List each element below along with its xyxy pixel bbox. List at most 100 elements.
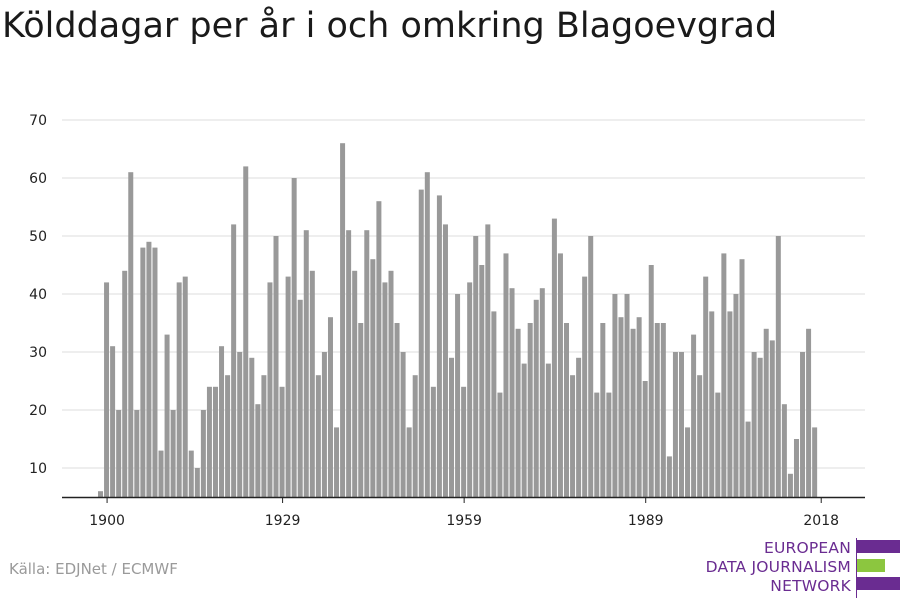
y-axis-ticks: 10 20 30 40 50 60 70 [29, 113, 47, 477]
bar-2007 [751, 352, 757, 497]
bar-1900 [104, 282, 110, 497]
bar-1985 [618, 317, 624, 497]
logo-line-1: EUROPEAN [763, 539, 851, 557]
bar-1982 [600, 323, 606, 497]
bar-1954 [430, 386, 436, 497]
bar-1975 [557, 253, 563, 497]
bar-1940 [346, 230, 352, 497]
bar-1969 [521, 363, 527, 497]
bar-1995 [678, 352, 684, 497]
bar-1930 [285, 276, 291, 497]
bar-1958 [455, 294, 461, 497]
bar-2010 [769, 340, 775, 497]
logo-bar-middle [857, 559, 885, 572]
bar-1990 [648, 265, 654, 497]
bar-1974 [551, 218, 557, 497]
bar-1973 [545, 363, 551, 497]
bar-1991 [654, 323, 660, 497]
bar-2005 [739, 259, 745, 497]
bar-2009 [763, 328, 769, 497]
bar-1912 [176, 282, 182, 497]
bar-1970 [527, 323, 533, 497]
bar-1957 [449, 357, 455, 497]
bar-1996 [685, 427, 691, 497]
bar-2015 [800, 352, 806, 497]
bar-1999 [703, 276, 709, 497]
logo-line-3: NETWORK [770, 577, 851, 595]
logo-bar-bottom [857, 577, 900, 590]
bar-1909 [158, 450, 164, 497]
bar-1968 [515, 328, 521, 497]
logo-divider [856, 538, 857, 598]
bar-1934 [309, 270, 315, 497]
y-tick-label: 70 [29, 113, 47, 129]
bar-1941 [352, 270, 358, 497]
bar-1993 [666, 456, 672, 497]
bar-2013 [787, 473, 793, 497]
bar-2000 [709, 311, 715, 497]
bar-1943 [364, 230, 370, 497]
bar-1998 [697, 375, 703, 497]
bar-1949 [400, 352, 406, 497]
bar-1915 [194, 468, 200, 497]
bar-1953 [424, 172, 430, 497]
bar-1987 [630, 328, 636, 497]
bar-1963 [485, 224, 491, 497]
bar-2001 [715, 392, 721, 497]
bar-1918 [212, 386, 218, 497]
bar-1928 [273, 236, 279, 497]
y-tick-label: 20 [29, 403, 47, 419]
bar-1946 [382, 282, 388, 497]
bar-1906 [140, 247, 146, 497]
x-tick-label: 1959 [446, 513, 482, 529]
bar-1956 [442, 224, 448, 497]
bar-1962 [479, 265, 485, 497]
bar-1936 [321, 352, 327, 497]
bar-1980 [588, 236, 594, 497]
bar-1972 [539, 288, 545, 497]
bar-1994 [672, 352, 678, 497]
y-tick-label: 60 [29, 171, 47, 187]
y-tick-label: 10 [29, 461, 47, 477]
bar-2016 [806, 328, 812, 497]
bar-1979 [582, 276, 588, 497]
bar-1913 [182, 276, 188, 497]
bar-1944 [370, 259, 376, 497]
bar-1945 [376, 201, 382, 497]
bar-2004 [733, 294, 739, 497]
y-tick-label: 50 [29, 229, 47, 245]
bar-1922 [237, 352, 243, 497]
bar-1965 [497, 392, 503, 497]
bar-1923 [243, 166, 249, 497]
bar-1903 [122, 270, 128, 497]
bar-1908 [152, 247, 158, 497]
bar-1924 [249, 357, 255, 497]
bar-1933 [303, 230, 309, 497]
bar-1959 [461, 386, 467, 497]
bar-1926 [261, 375, 267, 497]
bar-1910 [164, 334, 170, 497]
bar-1929 [279, 386, 285, 497]
bar-2014 [793, 439, 799, 497]
bar-1927 [267, 282, 273, 497]
x-tick-label: 2018 [803, 513, 839, 529]
bar-1950 [406, 427, 412, 497]
x-tick-label: 1989 [628, 513, 664, 529]
bar-1967 [509, 288, 515, 497]
bar-1981 [594, 392, 600, 497]
bar-1977 [570, 375, 576, 497]
bar-1904 [128, 172, 134, 497]
bar-1955 [436, 195, 442, 497]
bar-1937 [327, 317, 333, 497]
bar-1986 [624, 294, 630, 497]
bar-1964 [491, 311, 497, 497]
logo-bar-top [857, 540, 900, 553]
bar-1952 [418, 189, 424, 497]
bar-1939 [340, 143, 346, 497]
bar-2017 [812, 427, 818, 497]
bar-1961 [473, 236, 479, 497]
source-note: Källa: EDJNet / ECMWF [9, 560, 178, 578]
bar-1905 [134, 410, 140, 497]
bar-1942 [358, 323, 364, 497]
